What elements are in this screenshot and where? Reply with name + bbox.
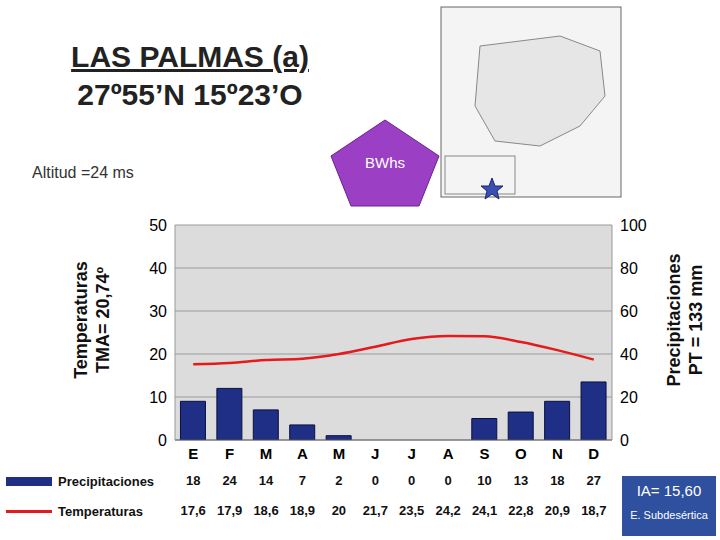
svg-text:M: M <box>333 445 346 462</box>
html-text:21,7: 21,7 <box>362 503 388 518</box>
html-text:PT = 133 mm: PT = 133 mm <box>686 264 706 376</box>
svg-text:D: D <box>588 445 599 462</box>
svg-text:M: M <box>260 445 273 462</box>
html-text:0: 0 <box>371 473 379 488</box>
html-text:Temperaturas: Temperaturas <box>58 503 143 519</box>
svg-text:A: A <box>443 445 454 462</box>
html-text:17,6: 17,6 <box>180 503 206 518</box>
svg-text:0: 0 <box>158 432 167 449</box>
svg-text:J: J <box>408 445 416 462</box>
html-text:27º55’N 15º23’O: 27º55’N 15º23’O <box>77 78 303 111</box>
html-text:IA= 15,60: IA= 15,60 <box>636 482 702 499</box>
svg-text:J: J <box>371 445 379 462</box>
html-text:18,6: 18,6 <box>253 503 279 518</box>
html-text:18: 18 <box>550 473 565 488</box>
html-text:18: 18 <box>186 473 201 488</box>
svg-text:BWhs: BWhs <box>365 154 405 171</box>
svg-text:40: 40 <box>149 260 167 277</box>
html-text:E. Subdesértica: E. Subdesértica <box>630 509 708 521</box>
html-text:20: 20 <box>331 503 347 518</box>
svg-text:40: 40 <box>620 346 638 363</box>
svg-text:O: O <box>515 445 527 462</box>
html-text:14: 14 <box>258 473 274 488</box>
svg-text:20: 20 <box>149 346 167 363</box>
svg-text:30: 30 <box>149 303 167 320</box>
html-text:2: 2 <box>335 473 343 488</box>
html-text:LAS PALMAS (a): LAS PALMAS (a) <box>71 40 309 73</box>
html-text:17,9: 17,9 <box>217 503 243 518</box>
svg-text:100: 100 <box>620 217 647 234</box>
svg-text:80: 80 <box>620 260 638 277</box>
html-text:22,8: 22,8 <box>508 503 534 518</box>
svg-text:E: E <box>188 445 198 462</box>
html-text:Precipitaciones: Precipitaciones <box>664 253 684 387</box>
html-text:18,9: 18,9 <box>289 503 316 518</box>
svg-text:0: 0 <box>620 432 629 449</box>
html-text:24,1: 24,1 <box>471 503 498 518</box>
html-text:TMA= 20,74º: TMA= 20,74º <box>93 266 113 374</box>
html-text:18,7: 18,7 <box>581 503 607 518</box>
html-text:27: 27 <box>586 473 601 488</box>
svg-text:A: A <box>297 445 308 462</box>
html-text:Altitud =24 ms: Altitud =24 ms <box>32 164 134 181</box>
html-text:7: 7 <box>298 473 307 488</box>
html-text:Temperaturas: Temperaturas <box>71 261 91 379</box>
html-text:10: 10 <box>477 473 492 488</box>
svg-text:20: 20 <box>620 389 638 406</box>
svg-text:N: N <box>552 445 563 462</box>
html-text:24: 24 <box>222 473 237 488</box>
svg-text:60: 60 <box>620 303 638 320</box>
html-text:0: 0 <box>444 473 452 488</box>
svg-text:10: 10 <box>149 389 167 406</box>
html-text:20,9: 20,9 <box>544 503 570 518</box>
html-text:0: 0 <box>408 473 416 488</box>
html-text:Precipitaciones: Precipitaciones <box>58 473 155 489</box>
svg-text:S: S <box>480 445 490 462</box>
svg-text:50: 50 <box>149 217 167 234</box>
svg-text:F: F <box>225 445 234 462</box>
html-text:23,5: 23,5 <box>399 503 425 518</box>
html-text:13: 13 <box>513 473 529 488</box>
html-text:24,2: 24,2 <box>435 503 461 518</box>
